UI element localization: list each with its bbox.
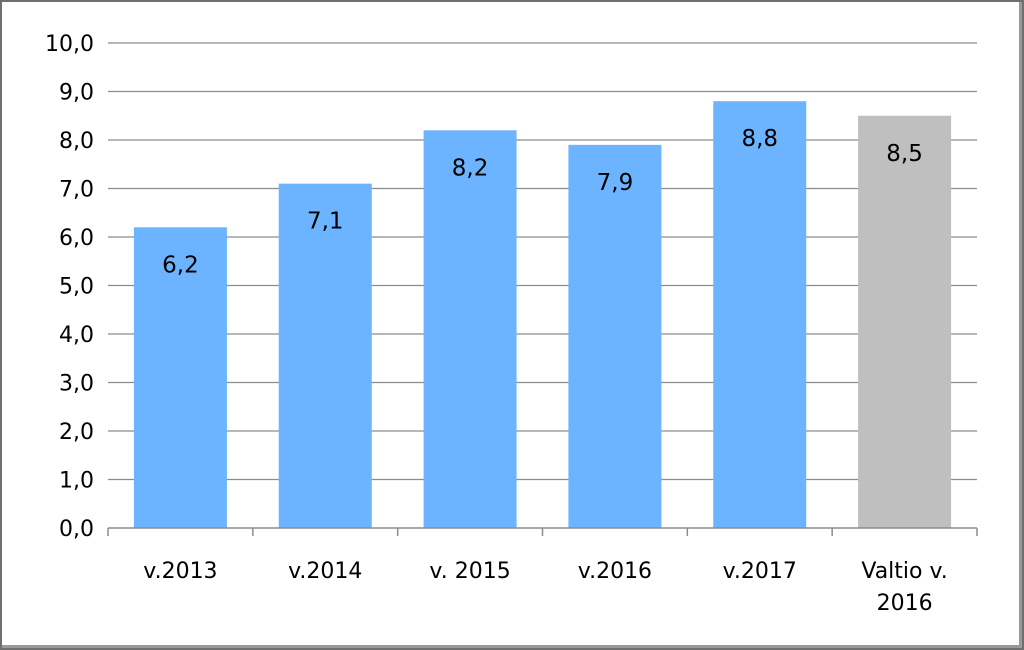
x-category-label: v.2013: [143, 559, 217, 584]
y-tick-label: 7,0: [59, 178, 94, 203]
bar: [568, 144, 662, 528]
x-category-label-line: v.2016: [578, 559, 652, 584]
data-label: 8,5: [886, 141, 923, 167]
data-label: 7,9: [597, 170, 634, 196]
x-category-label: v.2016: [578, 559, 652, 584]
y-tick-label: 0,0: [59, 517, 94, 542]
y-tick-label: 8,0: [59, 129, 94, 154]
x-category-label-line: v.2013: [143, 559, 217, 584]
x-axis: [107, 527, 978, 536]
y-tick-label: 5,0: [59, 275, 94, 300]
bar: [133, 227, 227, 529]
y-tick-label: 10,0: [45, 32, 94, 57]
y-tick-label: 1,0: [59, 469, 94, 494]
x-category-label-line: v. 2015: [429, 559, 510, 584]
y-tick-label: 9,0: [59, 81, 94, 106]
x-category-label: v. 2015: [429, 559, 510, 584]
y-tick-label: 3,0: [59, 372, 94, 397]
x-category-label: v.2017: [723, 559, 797, 584]
x-category-label-line: Valtio v.: [861, 559, 947, 584]
x-category-label: Valtio v. 2016: [861, 559, 947, 616]
x-category-label-line: v.2017: [723, 559, 797, 584]
data-label: 6,2: [162, 252, 199, 278]
gridlines: [108, 42, 977, 481]
y-tick-label: 6,0: [59, 226, 94, 251]
data-label: 8,8: [741, 126, 778, 152]
x-category-label-line: v.2014: [288, 559, 362, 584]
bar: [278, 183, 372, 528]
y-tick-label: 4,0: [59, 323, 94, 348]
bar: [713, 101, 807, 528]
x-axis-category-labels: v.2013 v.2014 v. 2015 v.2016 v.2017 Valtio v.…: [143, 559, 948, 616]
bar: [423, 130, 517, 529]
bars: [133, 101, 952, 529]
y-axis-tick-labels: 0,0 1,0 2,0 3,0 4,0 5,0 6,0 7,0 8,0 9,0 10,0: [45, 32, 94, 542]
y-tick-label: 2,0: [59, 420, 94, 445]
data-label: 8,2: [452, 155, 489, 181]
bar: [858, 115, 952, 528]
data-labels: 6,2 7,1 8,2 7,9 8,8 8,5: [162, 126, 923, 278]
x-category-label-line: 2016: [877, 591, 933, 616]
data-label: 7,1: [307, 209, 344, 235]
x-category-label: v.2014: [288, 559, 362, 584]
